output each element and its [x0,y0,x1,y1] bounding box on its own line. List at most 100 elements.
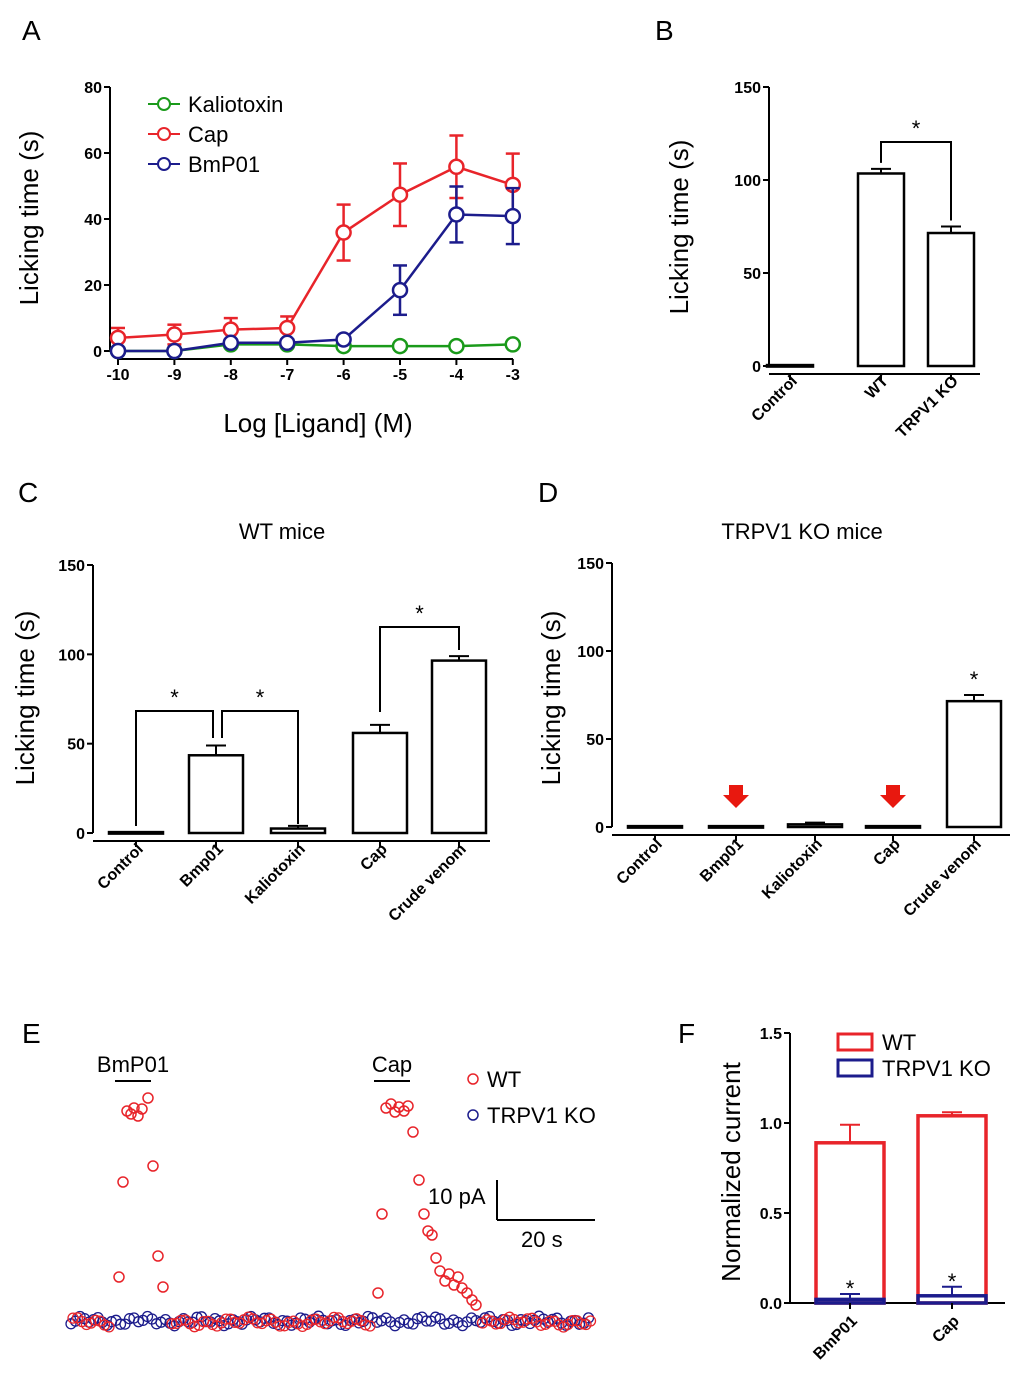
panel-c-sig-bracket-1 [135,710,214,826]
panel-f-legend-wt: WT [882,1030,916,1055]
panel-a-series-cap-line [117,165,514,340]
panel-a-xtick-label: -9 [167,367,181,384]
panel-e-wt-peak-point [422,1225,434,1237]
panel-e-scalebar-x-label: 20 s [521,1227,563,1252]
panel-a-xtick-label: -8 [224,367,238,384]
panel-e-wt-point [364,1320,376,1332]
panel-e-ko-point [294,1312,307,1324]
panel-f-ytick-label: 1.0 [760,1116,782,1133]
panel-d-red-arrow [723,785,749,808]
panel-a-series-bmp01-point [278,334,296,352]
panel-d-xtick-label: Cap [870,836,904,870]
panel-e-cap-label: Cap [372,1052,412,1077]
panel-a-series-bmp01-point [335,331,352,348]
panel-e-ko-point [132,1316,145,1328]
panel-e-wt-peak-point [147,1160,159,1172]
panel-d-xtick-label: Crude venom [901,836,985,920]
panel-d-ytick-label: 50 [586,732,604,749]
panel-e-wt-point [328,1311,340,1324]
legend-cap-label: Cap [188,122,228,147]
panel-b-bar-control [765,363,815,368]
panel-d-sig-star: * [970,667,979,692]
panel-c-ytick-label: 150 [58,558,85,575]
panel-e-bmp01-label: BmP01 [97,1052,169,1077]
panel-e-wt-peak-point [426,1229,438,1241]
panel-f-ylabel: Normalized current [716,1061,746,1281]
panel-e-wt-point [188,1321,201,1333]
panel-e-wt-point [80,1318,93,1331]
panel-d-title: TRPV1 KO mice [721,519,882,544]
panel-a-series-cap-point [166,326,183,343]
panel-b-bar-trpv1-ko [926,231,976,368]
panel-d-bar-kaliotoxin [786,823,844,829]
panel-e-wt-point [535,1319,547,1331]
panel-e-ko-point [114,1318,127,1330]
panel-d-red-arrow [880,785,906,808]
panel-a-series-cap-point [448,158,465,176]
panel-f-legend-ko: TRPV1 KO [882,1056,991,1081]
panel-e-wt-peak-point [430,1252,442,1264]
panel-b-ytick-label: 0 [752,359,761,376]
panel-c-xtick-label: Kaliotoxin [242,841,309,908]
panel-e-wt-point [103,1321,115,1333]
panel-a-series-cap-point [391,186,409,203]
panel-c-bar-kaliotoxin [269,827,327,835]
panel-b-bar-wt [856,172,906,368]
panel-e-wt-point [490,1318,502,1330]
panel-a-series-bmp01-point [448,206,465,223]
panel-e-ko-point [402,1317,415,1329]
panel-a-series-bmp01-point [166,342,183,360]
panel-a-series-cap-point [335,224,352,241]
panel-c-sig-bracket-3 [379,626,460,712]
panel-e-ko-point [276,1314,289,1327]
panel-e-ko-point [506,1319,518,1332]
panel-d-bar-cap [864,824,922,829]
panel-label-a: A [22,15,41,46]
panel-d-ytick-label: 100 [577,644,604,661]
panel-e-wt-point [89,1314,102,1326]
panel-b-ylabel: Licking time (s) [664,140,694,315]
panel-a-series-cap-point [222,321,240,338]
legend-kaliotoxin-marker [157,97,171,111]
panel-d-xtick-label: Bmp01 [697,836,747,886]
panel-a-ytick-label: 80 [84,80,102,97]
legend-bmp01-label: BmP01 [188,152,260,177]
panel-a-ytick-label: 60 [84,146,102,163]
panel-a-series-cap-point [109,329,127,347]
legend-cap-marker [157,127,171,141]
panel-e-wt-point [481,1314,493,1326]
panel-a-series-kaliotoxin-point [504,336,522,353]
panel-e-wt-peak-point [372,1287,384,1299]
panel-a-ytick-label: 0 [93,344,102,361]
panel-e-wt-point [584,1315,597,1327]
panel-e-ko-point [438,1318,451,1330]
panel-c-title: WT mice [239,519,325,544]
panel-e-legend-wt-marker [467,1073,479,1085]
panel-f-xtick-label: Cap [929,1313,963,1347]
panel-a-xtick-label: -5 [393,367,407,384]
panel-e-wt-peak-point [136,1103,148,1115]
legend-bmp01-marker [157,157,171,171]
panel-e-wt-peak-point [113,1271,125,1283]
panel-f-xtick-label: BmP01 [810,1313,860,1363]
panel-e-scalebar-y-label: 10 pA [428,1184,486,1209]
panel-c-ylabel: Licking time (s) [10,611,40,786]
panel-a-series-bmp01-point [222,334,240,352]
panel-a-ytick-label: 20 [84,278,102,295]
panel-a-ylabel: Licking time (s) [14,131,44,306]
panel-c-bar-cap [351,731,409,835]
panel-e-wt-peak-point [402,1100,414,1112]
panel-c-ytick-label: 50 [67,737,85,754]
panel-a-series-kaliotoxin-point [448,337,465,355]
panel-e-wt-peak-point [452,1271,464,1283]
panel-b-ytick-label: 150 [734,80,761,97]
panel-label-d: D [538,477,558,508]
panel-e-legend-wt: WT [487,1067,521,1092]
panel-f-ytick-label: 0.0 [760,1296,782,1313]
panel-e-wt-peak-point [157,1281,169,1293]
panel-c-ytick-label: 0 [76,826,85,843]
panel-c-bar-crude-venom [430,659,488,835]
panel-c-bar-bmp01 [187,754,245,835]
panel-c-xtick-label: Control [95,841,147,893]
panel-e-ko-point [371,1316,383,1328]
